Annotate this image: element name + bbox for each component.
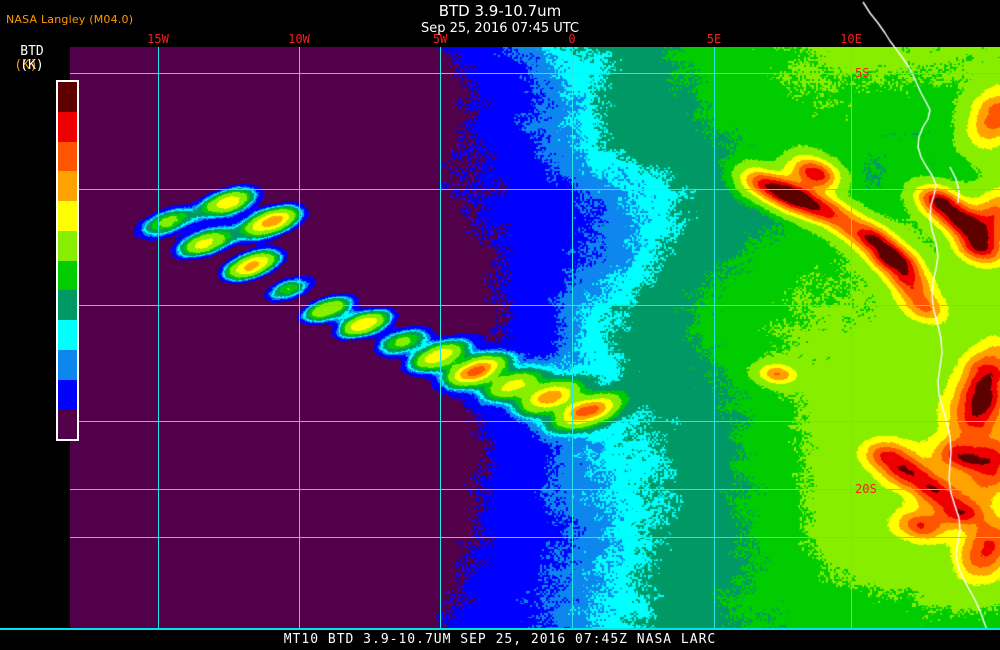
longitude-label: 5W — [432, 32, 448, 46]
colorbar-units-shadow: (K) — [14, 58, 38, 73]
graticule-meridian — [851, 47, 852, 630]
colorbar-band — [58, 82, 77, 112]
colorbar-band — [58, 349, 77, 380]
graticule-meridian — [572, 47, 573, 630]
latitude-label: 20S — [855, 482, 877, 496]
satellite-map[interactable] — [70, 47, 1000, 630]
colorbar-band — [58, 111, 77, 142]
graticule-meridian — [440, 47, 441, 630]
colorbar-band — [58, 290, 77, 320]
coastline-overflow — [70, 0, 1000, 47]
graticule-meridian — [299, 47, 300, 630]
status-bar-text: MT10 BTD 3.9-10.7UM SEP 25, 2016 07:45Z … — [283, 632, 717, 647]
graticule-parallel — [70, 73, 1000, 74]
colorbar: BTD (K) (K) >3530252015105310-1-3<-5 — [0, 44, 80, 444]
longitude-label: 10W — [288, 32, 310, 46]
graticule-layer — [70, 47, 1000, 630]
colorbar-band — [58, 141, 77, 172]
latitude-label: 5S — [855, 66, 870, 80]
colorbar-band — [58, 260, 77, 291]
graticule-parallel — [70, 189, 1000, 190]
colorbar-band — [58, 201, 77, 231]
graticule-meridian — [158, 47, 159, 630]
status-bar: MT10 BTD 3.9-10.7UM SEP 25, 2016 07:45Z … — [0, 628, 1000, 650]
graticule-parallel — [70, 489, 1000, 490]
colorbar-band — [58, 379, 77, 410]
graticule-meridian — [714, 47, 715, 630]
graticule-parallel — [70, 305, 1000, 306]
longitude-label: 10E — [840, 32, 862, 46]
colorbar-title: BTD — [20, 44, 44, 59]
longitude-label: 15W — [147, 32, 169, 46]
longitude-label: 0 — [568, 32, 576, 46]
coastline-overlay — [70, 47, 1000, 630]
graticule-parallel — [70, 421, 1000, 422]
colorbar-band — [58, 171, 77, 201]
colorbar-band — [58, 320, 77, 350]
colorbar-units: (K) — [20, 58, 44, 73]
colorbar-swatches — [56, 80, 79, 441]
colorbar-band — [58, 409, 77, 439]
colorbar-band — [58, 230, 77, 261]
graticule-parallel — [70, 537, 1000, 538]
longitude-label: 5E — [706, 32, 722, 46]
